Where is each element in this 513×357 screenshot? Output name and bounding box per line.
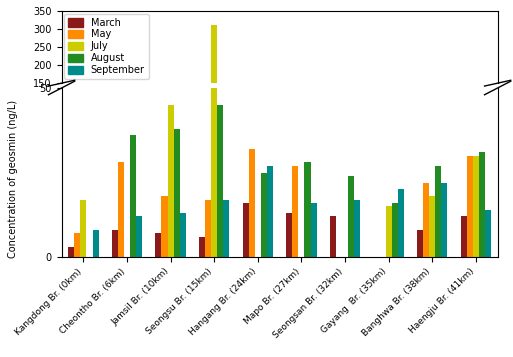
Bar xyxy=(205,131,211,137)
Bar xyxy=(267,166,273,257)
Bar xyxy=(74,135,81,137)
Bar xyxy=(130,125,136,137)
Bar xyxy=(473,156,479,257)
Bar xyxy=(205,200,211,257)
Bar xyxy=(168,121,173,137)
Bar xyxy=(429,196,435,257)
Bar xyxy=(473,127,479,137)
Bar xyxy=(261,129,267,137)
Bar xyxy=(423,130,429,137)
Bar xyxy=(435,128,441,137)
Bar xyxy=(398,130,404,137)
Bar xyxy=(173,124,180,137)
Bar xyxy=(398,190,404,257)
Bar xyxy=(68,247,74,257)
Bar xyxy=(286,133,292,137)
Bar xyxy=(211,0,217,257)
Bar xyxy=(249,149,255,257)
Bar xyxy=(118,162,124,257)
Bar xyxy=(479,152,485,257)
Bar xyxy=(304,127,310,137)
Bar xyxy=(155,233,162,257)
Bar xyxy=(217,121,223,137)
Bar xyxy=(467,156,473,257)
Bar xyxy=(217,105,223,257)
Bar xyxy=(310,203,317,257)
Bar xyxy=(223,200,229,257)
Bar xyxy=(286,213,292,257)
Bar xyxy=(249,126,255,137)
Bar xyxy=(180,213,186,257)
Bar xyxy=(112,230,118,257)
Bar xyxy=(292,166,299,257)
Bar xyxy=(92,135,98,137)
Bar xyxy=(243,132,249,137)
Bar xyxy=(68,136,74,137)
Bar xyxy=(467,127,473,137)
Bar xyxy=(485,132,491,137)
Bar xyxy=(74,233,81,257)
Bar xyxy=(173,129,180,257)
Bar xyxy=(461,216,467,257)
Bar xyxy=(130,135,136,257)
Bar xyxy=(330,216,336,257)
Bar xyxy=(243,203,249,257)
Bar xyxy=(348,129,354,137)
Bar xyxy=(81,131,86,137)
Bar xyxy=(136,133,142,137)
Bar xyxy=(267,128,273,137)
Bar xyxy=(304,162,310,257)
Bar xyxy=(162,131,168,137)
Bar xyxy=(199,237,205,257)
Bar xyxy=(417,230,423,257)
Bar xyxy=(162,196,168,257)
Bar xyxy=(92,230,98,257)
Legend: March, May, July, August, September: March, May, July, August, September xyxy=(65,14,149,79)
Bar xyxy=(354,200,360,257)
Bar xyxy=(136,216,142,257)
Bar xyxy=(441,183,447,257)
Bar xyxy=(348,176,354,257)
Bar xyxy=(112,135,118,137)
Bar xyxy=(223,131,229,137)
Bar xyxy=(310,132,317,137)
Bar xyxy=(485,210,491,257)
Bar xyxy=(479,126,485,137)
Bar xyxy=(330,133,336,137)
Bar xyxy=(155,135,162,137)
Bar xyxy=(292,128,299,137)
Bar xyxy=(391,203,398,257)
Bar xyxy=(199,135,205,137)
Bar xyxy=(168,105,173,257)
Bar xyxy=(435,166,441,257)
Bar xyxy=(81,200,86,257)
Bar xyxy=(429,131,435,137)
Bar xyxy=(354,131,360,137)
Bar xyxy=(391,132,398,137)
Bar xyxy=(118,127,124,137)
Bar xyxy=(180,133,186,137)
Bar xyxy=(441,130,447,137)
Bar xyxy=(386,132,391,137)
Bar xyxy=(386,206,391,257)
Bar xyxy=(461,133,467,137)
Text: Concentration of geosmin (ng/L): Concentration of geosmin (ng/L) xyxy=(8,100,17,257)
Bar xyxy=(211,25,217,137)
Bar xyxy=(261,172,267,257)
Bar xyxy=(423,183,429,257)
Bar xyxy=(417,135,423,137)
